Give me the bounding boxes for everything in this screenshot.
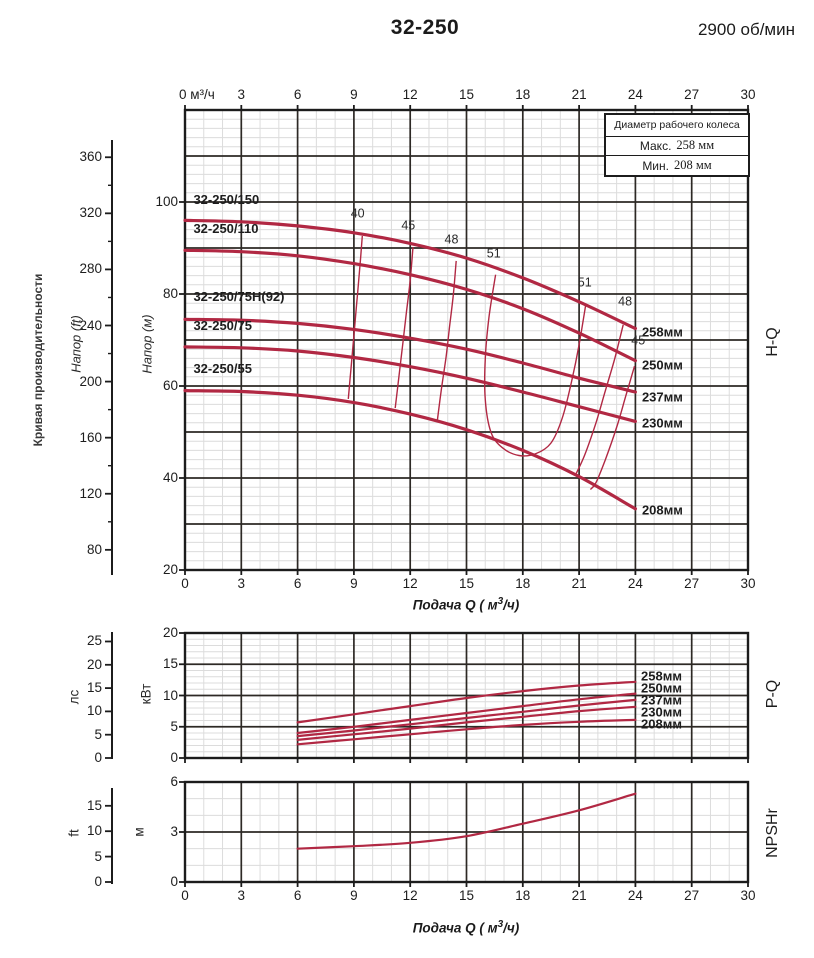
npshr-x-axis-title: Подача Q ( м3/ч) <box>412 919 520 936</box>
legend-max-value: 258 мм <box>676 138 715 153</box>
power-kw-axis-label: кВт <box>138 683 154 705</box>
pq-section-label: P-Q <box>764 679 781 709</box>
page-title: 32-250 <box>390 16 460 39</box>
head-ft-axis-label: Напор (ft) <box>68 315 84 373</box>
legend-title: Диаметр рабочего колеса <box>606 115 748 137</box>
legend-min-label: Мин. <box>642 158 669 173</box>
impeller-diameter-legend: Диаметр рабочего колеса Макс. 258 мм Мин… <box>604 113 750 177</box>
legend-max-label: Макс. <box>639 138 672 153</box>
performance-curve-side-label: Кривая производительности <box>31 273 45 447</box>
power-hp-axis-label: лс <box>66 689 82 705</box>
legend-max-row: Макс. 258 мм <box>606 137 748 156</box>
hq-section-label: H-Q <box>764 327 781 357</box>
npshr-ft-axis-label: ft <box>66 829 82 837</box>
legend-min-row: Мин. 208 мм <box>606 155 748 175</box>
legend-min-value: 208 мм <box>673 158 712 173</box>
pump-speed-label: 2900 об/мин <box>697 20 795 39</box>
hq-x-axis-title: Подача Q ( м3/ч) <box>412 596 520 613</box>
npshr-m-axis-label: м <box>131 827 147 837</box>
npshr-section-label: NPSHr <box>764 808 781 858</box>
head-m-axis-label: Напор (м) <box>139 314 155 374</box>
